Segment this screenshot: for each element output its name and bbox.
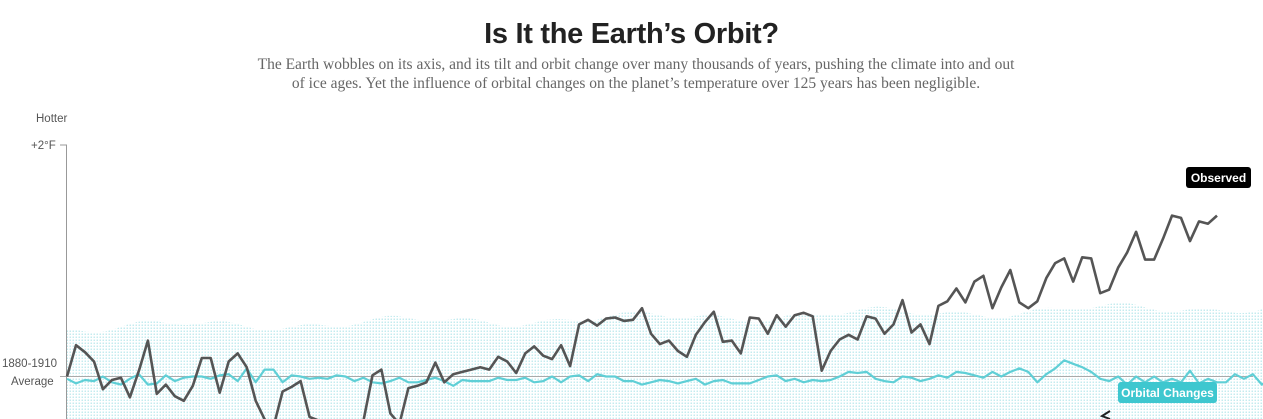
orbital-label-bg: [1118, 382, 1217, 403]
orbital-band-shading: [67, 302, 1263, 419]
y-axis-top-label: Hotter: [36, 113, 67, 125]
orbital-uncertainty-band: [67, 302, 1263, 419]
subtitle-line-1: The Earth wobbles on its axis, and its t…: [257, 56, 1015, 73]
series-line-orbital-changes: [66, 359, 1263, 387]
baseline-label-line-2: Average: [11, 376, 54, 388]
observed-label-bg: [1186, 167, 1251, 188]
chart-title: Is It the Earth’s Orbit?: [484, 18, 779, 50]
chart-subtitle: The Earth wobbles on its axis, and its t…: [231, 55, 1041, 93]
y-axis-tick-label: +2°F: [31, 140, 56, 152]
pointer-arrow-icon: [1099, 410, 1111, 419]
orbital-series-label: Orbital Changes: [1118, 382, 1217, 403]
subtitle-line-2: of ice ages. Yet the influence of orbita…: [291, 75, 981, 92]
observed-label-text: Observed: [1191, 171, 1246, 185]
observed-series-label: Observed: [1186, 167, 1251, 188]
series-line-observed: [65, 214, 1218, 419]
baseline-label-line-1: 1880-1910: [2, 358, 57, 370]
orbital-label-text: Orbital Changes: [1121, 386, 1214, 400]
